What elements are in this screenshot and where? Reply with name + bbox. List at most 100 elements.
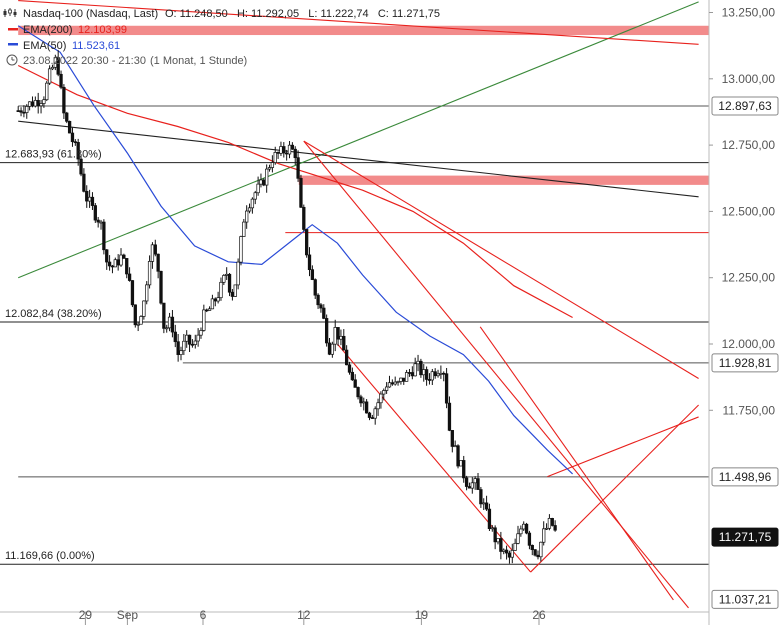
candle[interactable]	[459, 460, 463, 467]
candle[interactable]	[216, 291, 220, 304]
trendline-2[interactable]	[18, 0, 699, 45]
candle[interactable]	[62, 84, 66, 120]
candle[interactable]	[156, 253, 160, 279]
candle[interactable]	[510, 543, 514, 564]
candle[interactable]	[305, 229, 309, 258]
candle[interactable]	[159, 270, 163, 305]
ema50-line[interactable]	[17, 25, 574, 475]
candle[interactable]	[105, 249, 109, 270]
candle[interactable]	[419, 358, 423, 378]
candle[interactable]	[227, 272, 232, 297]
candle[interactable]	[342, 329, 346, 351]
candle[interactable]	[290, 142, 295, 150]
candle[interactable]	[553, 520, 557, 532]
candle[interactable]	[222, 274, 226, 286]
candle[interactable]	[93, 202, 97, 223]
candle[interactable]	[319, 303, 323, 313]
candle[interactable]	[79, 155, 83, 177]
candle[interactable]	[239, 235, 243, 266]
candle[interactable]	[350, 367, 355, 381]
candle[interactable]	[313, 278, 317, 300]
candle[interactable]	[396, 380, 400, 386]
candle[interactable]	[527, 530, 532, 550]
candle[interactable]	[179, 346, 183, 361]
candle[interactable]	[476, 472, 480, 490]
candle[interactable]	[130, 280, 135, 308]
candle[interactable]	[142, 300, 146, 320]
candle[interactable]	[387, 375, 392, 388]
candle[interactable]	[56, 50, 60, 77]
candle[interactable]	[504, 545, 509, 560]
candle[interactable]	[133, 304, 137, 328]
candle[interactable]	[196, 328, 200, 347]
candle[interactable]	[330, 341, 335, 358]
candle[interactable]	[530, 544, 534, 556]
candle[interactable]	[493, 525, 497, 550]
candle[interactable]	[296, 150, 300, 182]
candle[interactable]	[265, 164, 269, 193]
candle[interactable]	[353, 374, 357, 388]
candle[interactable]	[182, 333, 186, 356]
candle[interactable]	[447, 396, 452, 432]
candle[interactable]	[136, 321, 140, 332]
candle[interactable]	[107, 255, 112, 271]
candle[interactable]	[359, 394, 363, 407]
candle[interactable]	[550, 517, 554, 527]
candle[interactable]	[50, 64, 55, 71]
candle[interactable]	[76, 138, 80, 166]
candle[interactable]	[47, 65, 52, 86]
candle[interactable]	[373, 406, 377, 425]
ema200-line[interactable]	[17, 64, 573, 319]
candle[interactable]	[450, 430, 454, 453]
candle[interactable]	[533, 549, 537, 557]
candle[interactable]	[199, 327, 203, 339]
candle[interactable]	[404, 369, 409, 382]
candle[interactable]	[336, 327, 340, 346]
candle[interactable]	[344, 345, 349, 366]
candle[interactable]	[233, 284, 237, 297]
candle[interactable]	[462, 455, 466, 483]
candle[interactable]	[245, 205, 249, 229]
candle[interactable]	[436, 369, 440, 378]
candle[interactable]	[324, 314, 329, 347]
trendline-3[interactable]	[303, 140, 699, 379]
candle[interactable]	[219, 277, 223, 301]
candle[interactable]	[456, 444, 460, 469]
candle[interactable]	[347, 361, 352, 375]
candle[interactable]	[322, 304, 326, 320]
candle[interactable]	[42, 96, 46, 108]
candle[interactable]	[413, 357, 417, 377]
candle[interactable]	[299, 174, 303, 208]
candle[interactable]	[162, 302, 166, 334]
candle[interactable]	[250, 197, 255, 214]
candle[interactable]	[25, 104, 29, 119]
candle[interactable]	[147, 255, 152, 289]
candle[interactable]	[45, 80, 49, 102]
candle[interactable]	[282, 142, 286, 158]
candle[interactable]	[424, 366, 429, 386]
candle[interactable]	[139, 315, 143, 325]
candle[interactable]	[210, 294, 215, 310]
candle[interactable]	[67, 120, 72, 134]
candle[interactable]	[307, 247, 312, 277]
candle[interactable]	[39, 99, 43, 114]
candle[interactable]	[85, 185, 89, 208]
trendline-7[interactable]	[530, 404, 699, 573]
candle[interactable]	[499, 531, 503, 560]
candle[interactable]	[170, 309, 175, 338]
candle[interactable]	[207, 306, 212, 311]
candle[interactable]	[302, 204, 306, 232]
candle[interactable]	[367, 411, 372, 421]
candle[interactable]	[119, 248, 123, 267]
candle[interactable]	[293, 146, 297, 166]
candle[interactable]	[479, 486, 483, 508]
trendline-1[interactable]	[18, 120, 699, 198]
candle[interactable]	[36, 92, 40, 114]
trendline-5[interactable]	[336, 343, 532, 573]
candle[interactable]	[376, 398, 380, 416]
candle[interactable]	[382, 388, 386, 401]
candle[interactable]	[464, 475, 469, 491]
candle[interactable]	[127, 267, 132, 282]
candle[interactable]	[247, 203, 252, 214]
candle[interactable]	[145, 281, 149, 305]
